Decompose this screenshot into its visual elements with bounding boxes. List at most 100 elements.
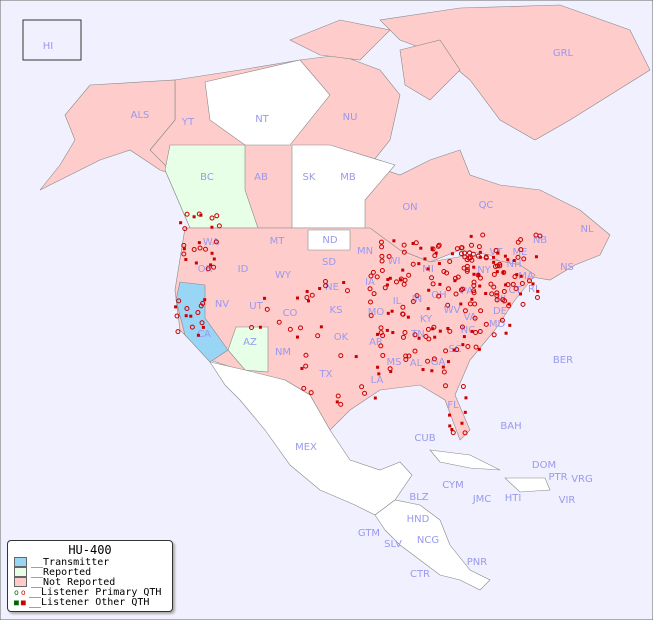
listener-other-qth: [300, 366, 304, 370]
listener-primary-qth: [513, 286, 519, 292]
listener-primary-qth: [471, 290, 477, 296]
listener-primary-qth: [515, 254, 521, 260]
listener-primary-qth: [494, 290, 500, 296]
listener-primary-qth: [464, 263, 470, 269]
listener-primary-qth: [462, 308, 468, 314]
listener-other-qth: [477, 273, 481, 277]
listener-primary-qth: [249, 324, 255, 330]
listener-other-qth: [210, 251, 214, 255]
legend-label: __Not Reported: [31, 576, 116, 588]
listener-other-qth: [460, 421, 464, 425]
listener-primary-qth: [491, 284, 497, 290]
listener-other-qth: [335, 400, 339, 404]
region-nt: [204, 59, 331, 146]
region-label-cub: CUB: [414, 433, 435, 444]
listener-other-qth: [492, 255, 496, 259]
listener-other-qth: [391, 331, 395, 335]
listener-other-qth: [431, 327, 435, 331]
listener-primary-qth: [214, 213, 220, 219]
listener-primary-qth: [431, 356, 437, 362]
legend-title: HU-400: [68, 543, 112, 557]
listener-primary-qth: [401, 249, 407, 255]
region-label-md: MD: [489, 319, 506, 330]
listener-other-qth: [448, 424, 452, 428]
region-nu-islands: [289, 19, 461, 101]
region-label-tn: TN: [410, 329, 425, 340]
listener-primary-qth: [323, 283, 329, 289]
legend-primary: o o __Listener Primary QTH: [14, 587, 172, 598]
region-label-mn: MN: [357, 246, 373, 257]
listener-other-qth: [515, 273, 519, 277]
region-label-de: DE: [493, 306, 507, 317]
listener-other-qth: [434, 251, 438, 255]
region-label-ber: BER: [553, 355, 573, 366]
listener-primary-qth: [518, 237, 524, 243]
listener-primary-qth: [368, 273, 374, 279]
region-label-nu: NU: [343, 112, 358, 123]
listener-primary-qth: [471, 283, 477, 289]
region-label-ar: AR: [369, 337, 383, 348]
listener-primary-qth: [315, 333, 321, 339]
listener-primary-qth: [534, 295, 540, 301]
listener-other-qth: [389, 370, 393, 374]
region-label-id: ID: [238, 264, 249, 275]
listener-primary-qth: [491, 271, 497, 277]
legend-other: ■ ■ __Listener Other QTH: [14, 597, 172, 608]
listener-primary-qth: [432, 253, 438, 259]
listener-primary-qth: [378, 343, 384, 349]
listener-other-qth: [392, 239, 396, 243]
other-qth-icon: ■ ■: [14, 597, 26, 607]
listener-primary-qth: [308, 390, 314, 396]
listener-other-qth: [377, 372, 381, 376]
listener-primary-qth: [497, 263, 503, 269]
listener-primary-qth: [499, 317, 505, 323]
listener-primary-qth: [512, 274, 518, 280]
listener-other-qth: [426, 267, 430, 271]
region-label-hnd: HND: [407, 514, 430, 525]
listener-primary-qth: [501, 288, 507, 294]
listener-other-qth: [441, 365, 445, 369]
listener-primary-qth: [195, 310, 201, 316]
listener-primary-qth: [287, 326, 293, 332]
listener-primary-qth: [473, 344, 479, 350]
region-label-sk: SK: [303, 172, 316, 183]
listener-primary-qth: [435, 243, 441, 249]
region-label-wv: WV: [444, 305, 461, 316]
region-label-me: ME: [513, 247, 528, 258]
listener-other-qth: [174, 305, 178, 309]
listener-other-qth: [373, 396, 377, 400]
listener-other-qth: [319, 325, 323, 329]
region-label-ab: AB: [254, 172, 268, 183]
listener-other-qth: [203, 298, 207, 302]
listener-primary-qth: [301, 385, 307, 391]
region-label-oh: OH: [431, 290, 446, 301]
listener-other-qth: [495, 270, 499, 274]
listener-other-qth: [450, 428, 454, 432]
region-label-mo: MO: [368, 307, 385, 318]
region-label-ma: MA: [518, 271, 534, 282]
listener-primary-qth: [276, 319, 282, 325]
region-nd: [307, 229, 351, 251]
listener-primary-qth: [521, 256, 527, 262]
region-label-in: IN: [412, 294, 422, 305]
listener-primary-qth: [471, 288, 477, 294]
listener-other-qth: [503, 254, 507, 258]
listener-primary-qth: [426, 336, 432, 342]
listener-primary-qth: [500, 297, 506, 303]
listener-other-qth: [192, 215, 196, 219]
listener-other-qth: [536, 289, 540, 293]
listener-primary-qth: [382, 285, 388, 291]
listener-other-qth: [210, 225, 214, 229]
transmitter-swatch: [14, 557, 27, 567]
region-label-wi: WI: [388, 256, 401, 267]
listener-primary-qth: [209, 215, 215, 221]
region-label-hi: HI: [43, 41, 53, 52]
listener-primary-qth: [464, 268, 470, 274]
listener-other-qth: [519, 292, 523, 296]
region-label-slv: SLV: [384, 539, 402, 550]
listener-primary-qth: [205, 266, 211, 272]
listener-primary-qth: [379, 244, 385, 250]
region-label-ok: OK: [334, 332, 349, 343]
listener-primary-qth: [264, 306, 270, 312]
